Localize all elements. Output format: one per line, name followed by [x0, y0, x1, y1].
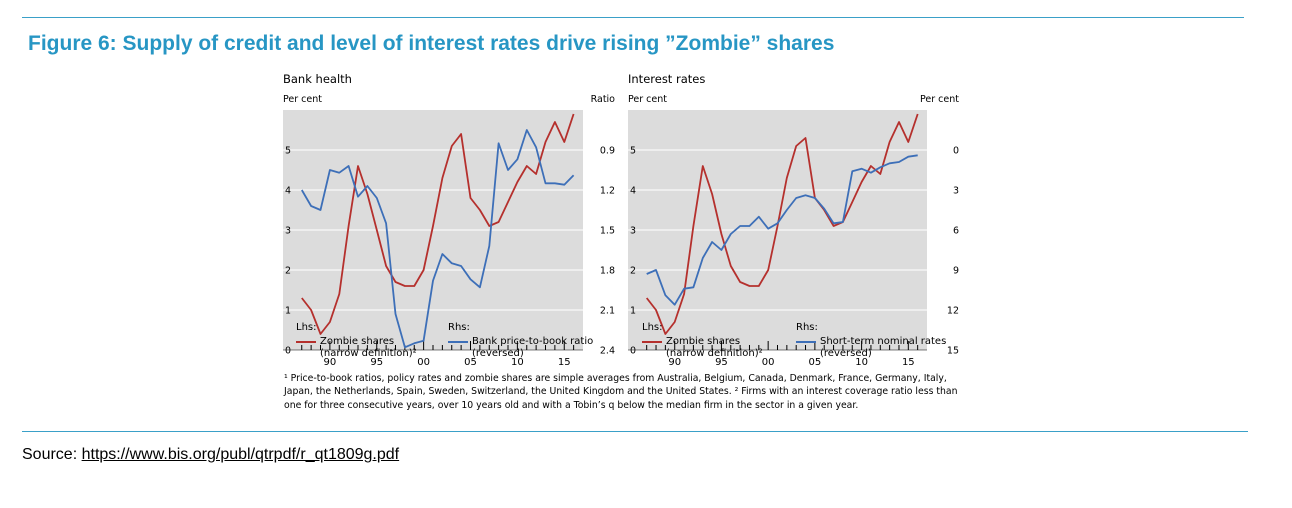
y-tick-label-left: 3	[285, 226, 291, 237]
left-axis-unit: Per cent	[628, 94, 667, 105]
legend-text-line2: (narrow definition)²	[320, 348, 417, 359]
y-tick-label-right: 1.5	[600, 226, 615, 237]
y-tick-label-left: 0	[630, 346, 636, 357]
figure-title: Figure 6: Supply of credit and level of …	[28, 32, 835, 55]
series-line	[301, 113, 575, 335]
legend-text-line1: Zombie shares	[666, 336, 741, 347]
legend-bank-health: Lhs: Zombie shares (narrow definition)² R…	[296, 322, 626, 362]
x-tick-label: 00	[417, 357, 430, 368]
legend-swatch-red	[642, 341, 662, 343]
legend-text-line2: (narrow definition)²	[666, 348, 763, 359]
panel-title: Bank health	[283, 72, 352, 86]
source-label: Source:	[22, 446, 82, 463]
y-tick-label-right: 2.1	[600, 306, 615, 317]
right-axis-unit: Ratio	[591, 94, 616, 105]
legend-swatch-blue	[796, 341, 816, 343]
x-tick-label: 90	[668, 357, 681, 368]
x-tick-label: 05	[809, 357, 822, 368]
y-tick-label-right: 12	[947, 306, 959, 317]
source-line: Source: https://www.bis.org/publ/qtrpdf/…	[22, 446, 399, 464]
x-tick-label: 10	[855, 357, 868, 368]
series-line	[646, 154, 918, 306]
y-tick-label-left: 1	[285, 306, 291, 317]
y-tick-label-right: 15	[947, 346, 959, 357]
y-tick-label-left: 3	[630, 226, 636, 237]
y-tick-label-right: 0.9	[600, 146, 615, 157]
y-tick-label-left: 4	[285, 186, 291, 197]
x-tick-label: 15	[902, 357, 915, 368]
right-axis-unit: Per cent	[920, 94, 959, 105]
x-tick-label: 15	[558, 357, 571, 368]
y-tick-label-left: 2	[285, 266, 291, 277]
footnotes: ¹ Price-to-book ratios, policy rates and…	[284, 373, 958, 411]
legend-swatch-red	[296, 341, 316, 343]
y-tick-label-right: 3	[953, 186, 959, 197]
legend-text-line2: (reversed)	[472, 348, 524, 359]
series-line	[301, 129, 575, 349]
y-tick-label-right: 1.2	[600, 186, 615, 197]
x-tick-label: 95	[715, 357, 728, 368]
x-tick-label: 00	[762, 357, 775, 368]
x-tick-label: 95	[370, 357, 383, 368]
x-tick-label: 90	[324, 357, 337, 368]
y-tick-label-left: 0	[285, 346, 291, 357]
legend-lhs-label: Lhs:	[296, 322, 317, 333]
y-tick-label-right: 2.4	[600, 346, 615, 357]
left-axis-unit: Per cent	[283, 94, 322, 105]
source-link[interactable]: https://www.bis.org/publ/qtrpdf/r_qt1809…	[81, 446, 400, 463]
x-tick-label: 10	[511, 357, 524, 368]
legend-rhs-label: Rhs:	[448, 322, 470, 333]
top-rule	[22, 17, 1244, 18]
y-tick-label-right: 9	[953, 266, 959, 277]
y-tick-label-left: 5	[630, 146, 636, 157]
legend-text-line1: Short-term nominal rates	[820, 336, 947, 347]
legend-text-line1: Bank price-to-book ratio	[472, 336, 594, 347]
y-tick-label-right: 6	[953, 226, 959, 237]
legend-interest-rates: Lhs: Zombie shares (narrow definition)² R…	[642, 322, 972, 362]
legend-text-line1: Zombie shares	[320, 336, 395, 347]
legend-rhs-label: Rhs:	[796, 322, 818, 333]
y-tick-label-right: 0	[953, 146, 959, 157]
y-tick-label-left: 1	[630, 306, 636, 317]
y-tick-label-right: 1.8	[600, 266, 615, 277]
x-tick-label: 05	[464, 357, 477, 368]
y-tick-label-left: 4	[630, 186, 636, 197]
y-tick-label-left: 5	[285, 146, 291, 157]
series-line	[645, 113, 919, 335]
legend-text-line2: (reversed)	[820, 348, 872, 359]
legend-lhs-label: Lhs:	[642, 322, 663, 333]
panel-title: Interest rates	[628, 72, 705, 86]
bottom-rule	[22, 431, 1248, 432]
panel-bank-health: Bank health Per cent Ratio 0 1 2 3 4 5 2.4 2.1 1.8 1…	[283, 72, 615, 368]
legend-swatch-blue	[448, 341, 468, 343]
y-tick-label-left: 2	[630, 266, 636, 277]
